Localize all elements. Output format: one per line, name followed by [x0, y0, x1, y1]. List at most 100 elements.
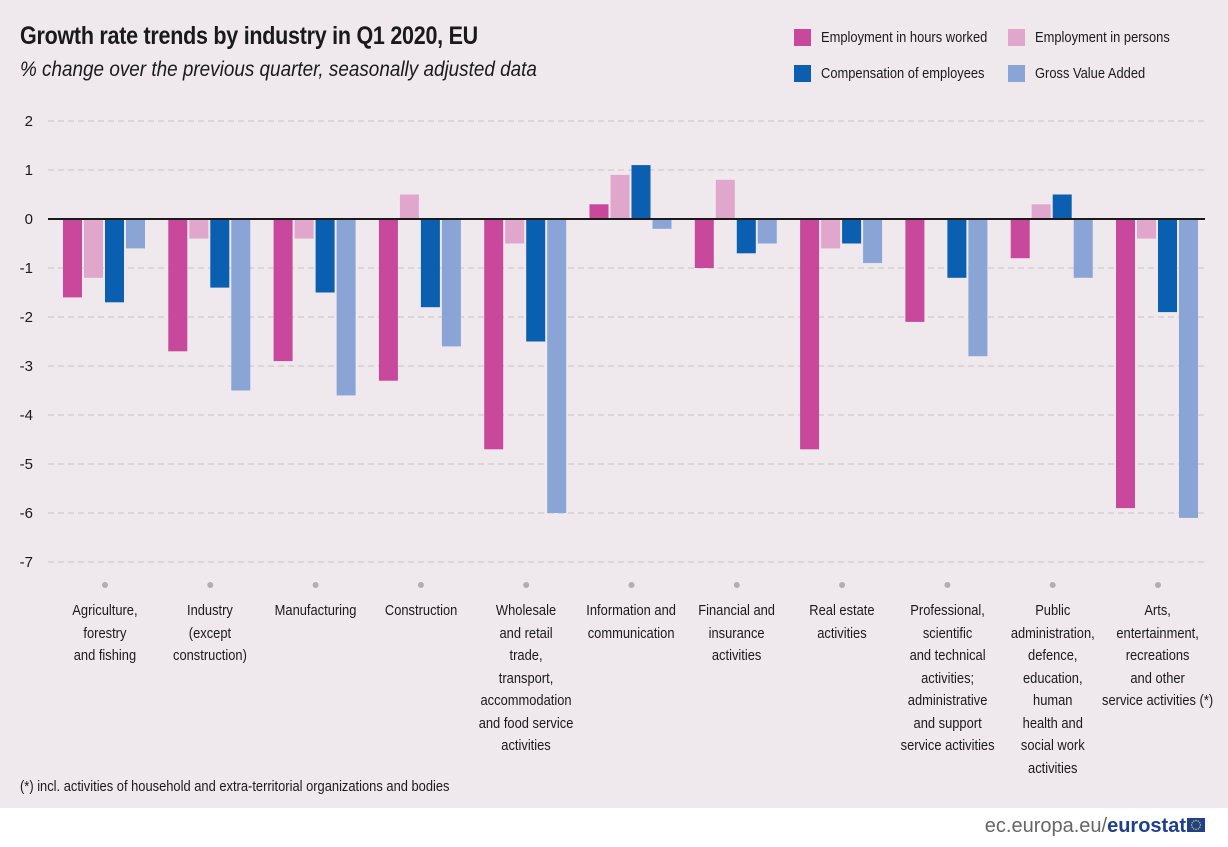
category-label-text: Real estate activities — [809, 602, 875, 642]
category-tick — [944, 582, 951, 588]
bar — [105, 219, 124, 303]
category-label: Arts, entertainment, recreations and oth… — [1083, 600, 1228, 713]
bar — [484, 219, 504, 450]
category-tick — [102, 582, 108, 588]
bar — [1116, 219, 1135, 509]
eu-flag-icon — [1187, 818, 1205, 832]
category-label: Wholesale and retail trade, transport, a… — [451, 600, 601, 758]
category-label: Real estate activities — [767, 600, 917, 645]
chart-subtitle: % change over the previous quarter, seas… — [20, 58, 537, 81]
bar — [336, 219, 356, 396]
bar — [947, 219, 967, 278]
y-tick-label: -7 — [20, 554, 33, 571]
category-label-text: Industry (except construction) — [173, 602, 248, 664]
category-tick — [1155, 582, 1161, 588]
legend-label: Compensation of employees — [821, 64, 985, 82]
legend-item-persons: Employment in persons — [1008, 27, 1192, 47]
y-tick-label: -1 — [20, 260, 33, 277]
legend-label: Employment in persons — [1035, 28, 1170, 46]
category-tick — [417, 582, 424, 588]
y-tick-label: -4 — [20, 407, 33, 424]
legend-label: Employment in hours worked — [821, 28, 988, 46]
bar — [652, 219, 672, 229]
bar-chart: 2 1 0 -1 -2 -3 -4 -5 -6 -7 — [20, 113, 1205, 588]
legend-item-gva: Gross Value Added — [1008, 63, 1163, 83]
bar — [210, 219, 230, 288]
legend-swatch — [794, 28, 811, 46]
bar — [715, 179, 735, 219]
bar — [547, 219, 567, 513]
legend-label: Gross Value Added — [1035, 64, 1146, 82]
category-label-text: Arts, entertainment, recreations and oth… — [1102, 602, 1214, 709]
bar — [1010, 219, 1030, 259]
category-tick — [1049, 582, 1056, 588]
chart-panel — [0, 0, 1228, 808]
y-tick-label: 0 — [25, 211, 33, 228]
bar — [757, 219, 777, 244]
bar — [1052, 194, 1072, 219]
bar — [526, 219, 546, 342]
bar — [589, 204, 609, 219]
bar — [273, 219, 293, 362]
legend-item-compensation: Compensation of employees — [794, 63, 1011, 83]
bar — [1137, 219, 1156, 239]
bar — [631, 165, 651, 219]
y-tick-label: -5 — [20, 456, 33, 473]
bar — [420, 219, 440, 308]
category-label-text: Agriculture, forestry and fishing — [72, 602, 138, 664]
y-tick-label: 1 — [25, 162, 33, 179]
bar — [84, 219, 103, 278]
legend-swatch — [1008, 28, 1025, 46]
bar — [821, 219, 841, 249]
bar — [968, 219, 988, 357]
category-tick — [839, 582, 846, 588]
category-tick — [207, 582, 214, 588]
category-label-text: Wholesale and retail trade, transport, a… — [478, 602, 574, 754]
category-label-text: Public administration, defence, educatio… — [1010, 602, 1095, 777]
category-label: Public administration, defence, educatio… — [978, 600, 1128, 780]
category-label: Professional, scientific and technical a… — [872, 600, 1022, 758]
bar — [800, 219, 820, 450]
bar — [1158, 219, 1177, 313]
category-tick — [733, 582, 740, 588]
y-tick-label: -2 — [20, 309, 33, 326]
bar — [63, 219, 82, 298]
bar — [1073, 219, 1093, 278]
bar — [168, 219, 188, 352]
bar — [905, 219, 925, 322]
legend-swatch — [1008, 64, 1025, 82]
category-label: Information and communication — [557, 600, 707, 645]
bar — [694, 219, 714, 268]
bar — [1179, 219, 1198, 518]
bar — [315, 219, 335, 293]
y-tick-label: -3 — [20, 358, 33, 375]
bar — [505, 219, 525, 244]
category-tick — [628, 582, 635, 588]
legend-swatch — [794, 64, 811, 82]
category-label-text: Information and communication — [586, 602, 677, 642]
category-tick — [312, 582, 319, 588]
chart-title: Growth rate trends by industry in Q1 202… — [20, 22, 478, 50]
category-label: Manufacturing — [241, 600, 391, 623]
bar — [378, 219, 398, 381]
category-label-text: Manufacturing — [274, 602, 357, 619]
category-label: Construction — [346, 600, 496, 623]
bar — [863, 219, 883, 264]
y-tick-label: 2 — [25, 113, 33, 130]
bar — [189, 219, 209, 239]
bar — [399, 194, 419, 219]
source-domain: ec.europa.eu/ — [984, 815, 1108, 837]
category-label-text: Construction — [384, 602, 458, 619]
bar — [842, 219, 862, 244]
bar — [294, 219, 314, 239]
bar — [126, 219, 145, 249]
bar — [736, 219, 756, 254]
y-tick-label: -6 — [20, 505, 33, 522]
eurostat-logo-text: eurostat — [1107, 815, 1186, 837]
bar — [441, 219, 461, 347]
bar — [231, 219, 251, 391]
legend-item-hours-worked: Employment in hours worked — [794, 27, 1014, 47]
category-label-text: Professional, scientific and technical a… — [900, 602, 995, 754]
source-credit: ec.europa.eu/eurostat — [985, 815, 1186, 838]
category-label: Financial and insurance activities — [662, 600, 812, 668]
